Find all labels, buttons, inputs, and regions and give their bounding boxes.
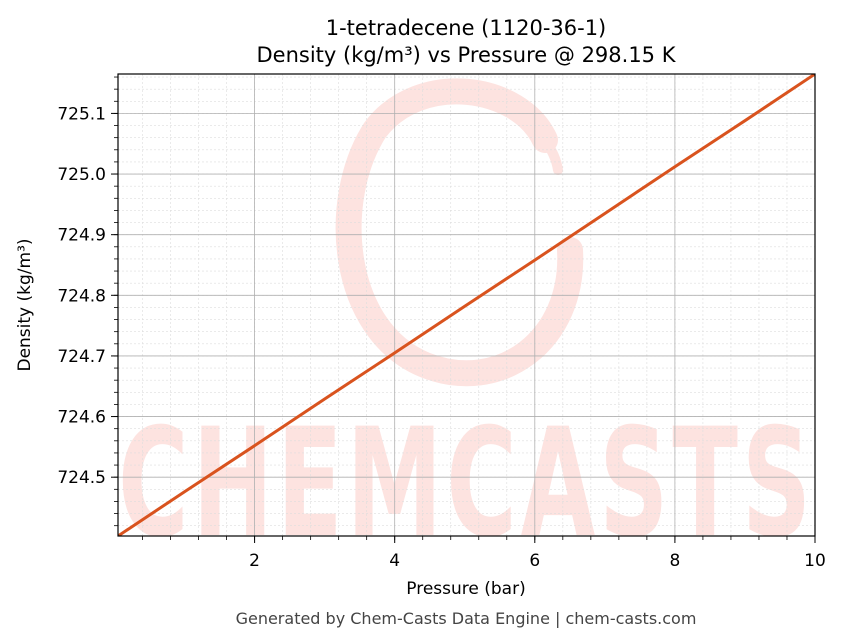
major-grid <box>118 74 816 536</box>
watermark-text: CHEMCASTS <box>118 397 815 571</box>
y-axis-label: Density (kg/m³) <box>15 238 35 371</box>
minor-grid <box>118 74 815 536</box>
y-tick-label: 724.9 <box>57 226 106 246</box>
series-line-density <box>118 74 815 536</box>
x-tick-label: 8 <box>669 551 680 571</box>
y-tick-label: 724.6 <box>57 408 106 428</box>
y-axis: 724.5 724.6 724.7 724.8 724.9 725.0 725.1 <box>57 76 118 527</box>
y-tick-label: 724.5 <box>57 468 106 488</box>
x-tick-label: 6 <box>529 551 540 571</box>
x-axis-label: Pressure (bar) <box>406 579 525 599</box>
y-tick-label: 725.0 <box>57 165 106 185</box>
footer-credit: Generated by Chem-Casts Data Engine | ch… <box>236 609 697 628</box>
chart-title: 1-tetradecene (1120-36-1) <box>326 16 607 40</box>
x-tick-label: 10 <box>804 551 826 571</box>
y-tick-label: 724.7 <box>57 347 106 367</box>
x-tick-label: 2 <box>249 551 260 571</box>
y-tick-label: 725.1 <box>57 104 106 124</box>
plot-frame <box>117 73 816 537</box>
x-axis: 2 4 6 8 10 <box>142 536 826 571</box>
chart-subtitle: Density (kg/m³) vs Pressure @ 298.15 K <box>256 43 676 67</box>
watermark: CHEMCASTS <box>118 78 815 571</box>
y-tick-label: 724.8 <box>57 286 106 306</box>
x-tick-label: 4 <box>389 551 400 571</box>
watermark-logo-icon <box>335 78 584 387</box>
